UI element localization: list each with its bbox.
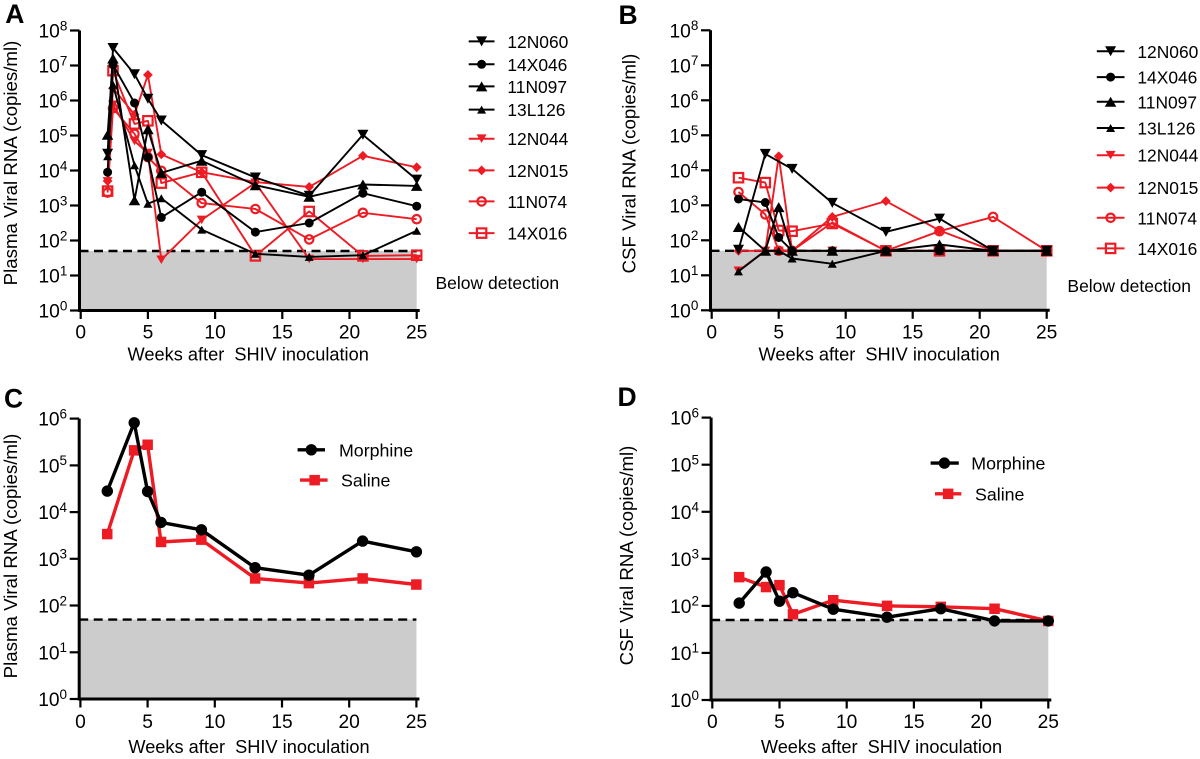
svg-text:14X046: 14X046 [1137, 68, 1197, 88]
svg-text:0: 0 [75, 322, 86, 343]
svg-text:12N060: 12N060 [507, 32, 568, 52]
svg-text:108: 108 [39, 18, 68, 42]
svg-text:10: 10 [835, 322, 856, 343]
svg-text:10: 10 [204, 322, 225, 343]
svg-text:20: 20 [969, 322, 990, 343]
svg-text:CSF Viral RNA (copies/ml): CSF Viral RNA (copies/ml) [616, 446, 637, 666]
svg-text:104: 104 [39, 158, 68, 182]
svg-text:107: 107 [670, 53, 699, 77]
svg-text:Morphine: Morphine [971, 454, 1045, 474]
svg-text:11N097: 11N097 [507, 77, 567, 97]
svg-text:Weeks after SHIV inoculation: Weeks after SHIV inoculation [128, 737, 369, 757]
svg-text:25: 25 [1038, 712, 1059, 733]
svg-text:106: 106 [670, 88, 699, 112]
svg-text:0: 0 [707, 712, 718, 733]
svg-text:0: 0 [75, 712, 86, 733]
svg-text:101: 101 [670, 263, 699, 287]
svg-text:102: 102 [39, 228, 68, 252]
svg-text:102: 102 [670, 228, 699, 252]
svg-text:100: 100 [38, 687, 67, 711]
svg-text:101: 101 [38, 640, 67, 664]
svg-text:105: 105 [670, 453, 699, 477]
svg-text:105: 105 [39, 123, 68, 147]
svg-text:25: 25 [406, 322, 427, 343]
svg-text:D: D [618, 382, 637, 412]
svg-text:15: 15 [903, 712, 924, 733]
svg-text:20: 20 [970, 712, 991, 733]
svg-text:25: 25 [1036, 322, 1057, 343]
svg-text:105: 105 [38, 453, 67, 477]
svg-text:5: 5 [774, 712, 785, 733]
svg-text:12N015: 12N015 [1137, 178, 1198, 198]
svg-text:13L126: 13L126 [1137, 119, 1195, 139]
svg-text:103: 103 [39, 193, 68, 217]
svg-text:100: 100 [670, 298, 699, 322]
svg-text:15: 15 [272, 322, 293, 343]
svg-text:106: 106 [670, 405, 699, 429]
svg-text:103: 103 [670, 547, 699, 571]
svg-text:10: 10 [836, 712, 857, 733]
svg-text:CSF Viral RNA (copies/ml): CSF Viral RNA (copies/ml) [618, 54, 639, 274]
svg-text:Weeks after SHIV inoculation: Weeks after SHIV inoculation [761, 737, 1002, 757]
svg-text:Weeks after SHIV inoculation: Weeks after SHIV inoculation [759, 345, 1000, 365]
svg-text:100: 100 [670, 688, 699, 712]
svg-text:100: 100 [39, 298, 68, 322]
svg-text:107: 107 [39, 53, 68, 77]
svg-text:104: 104 [38, 500, 67, 524]
svg-text:14X046: 14X046 [507, 55, 567, 75]
svg-text:105: 105 [670, 123, 699, 147]
svg-text:15: 15 [271, 712, 292, 733]
svg-text:102: 102 [670, 594, 699, 618]
svg-text:11N097: 11N097 [1137, 92, 1197, 112]
svg-text:C: C [4, 383, 23, 413]
svg-text:10: 10 [204, 712, 225, 733]
svg-text:20: 20 [339, 712, 360, 733]
svg-text:108: 108 [670, 18, 699, 42]
svg-text:0: 0 [706, 322, 717, 343]
svg-text:14X016: 14X016 [1137, 239, 1197, 259]
svg-text:5: 5 [142, 712, 153, 733]
svg-text:Plasma Viral RNA (copies/ml): Plasma Viral RNA (copies/ml) [0, 41, 21, 286]
svg-text:Weeks after SHIV inoculation: Weeks after SHIV inoculation [128, 345, 369, 365]
svg-text:5: 5 [773, 322, 784, 343]
svg-text:Saline: Saline [975, 484, 1025, 504]
svg-text:103: 103 [670, 193, 699, 217]
svg-text:11N074: 11N074 [507, 192, 567, 212]
svg-text:12N044: 12N044 [507, 129, 568, 149]
svg-text:B: B [619, 0, 638, 30]
svg-text:103: 103 [38, 547, 67, 571]
svg-text:104: 104 [670, 500, 699, 524]
svg-text:12N015: 12N015 [507, 161, 568, 181]
svg-text:106: 106 [39, 88, 68, 112]
svg-text:14X016: 14X016 [507, 224, 567, 244]
svg-text:12N044: 12N044 [1137, 146, 1198, 166]
svg-text:11N074: 11N074 [1137, 208, 1197, 228]
svg-text:Plasma Viral RNA (copies/ml): Plasma Viral RNA (copies/ml) [0, 434, 21, 679]
svg-text:20: 20 [339, 322, 360, 343]
svg-text:104: 104 [670, 158, 699, 182]
svg-text:102: 102 [38, 593, 67, 617]
svg-text:25: 25 [406, 712, 427, 733]
svg-text:101: 101 [39, 263, 68, 287]
svg-text:Morphine: Morphine [339, 440, 413, 460]
svg-text:12N060: 12N060 [1137, 42, 1198, 62]
svg-text:Below detection: Below detection [1067, 276, 1191, 296]
svg-text:Below detection: Below detection [436, 273, 560, 293]
svg-text:Saline: Saline [341, 471, 391, 491]
svg-text:106: 106 [38, 406, 67, 430]
svg-text:15: 15 [902, 322, 923, 343]
svg-text:5: 5 [143, 322, 154, 343]
svg-text:A: A [5, 0, 24, 29]
svg-text:13L126: 13L126 [507, 100, 565, 120]
svg-text:101: 101 [670, 641, 699, 665]
